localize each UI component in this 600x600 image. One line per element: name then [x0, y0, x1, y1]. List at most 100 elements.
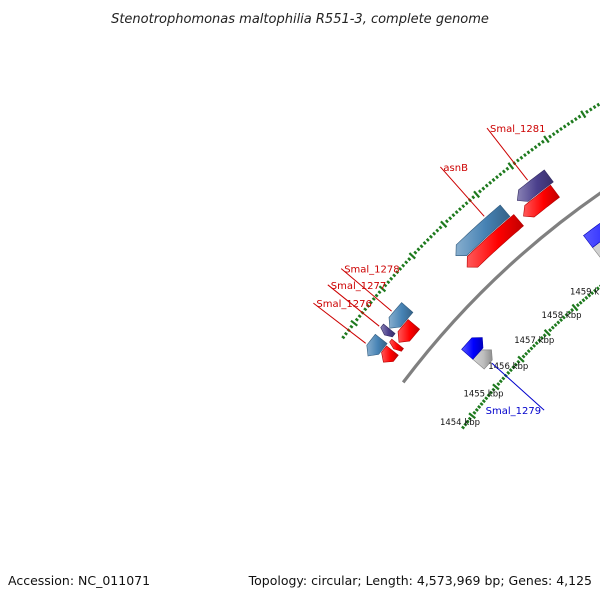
- minor-tick: [566, 122, 571, 126]
- minor-tick: [575, 303, 580, 308]
- minor-tick: [542, 333, 547, 338]
- major-tick: [408, 252, 416, 260]
- minor-tick: [529, 346, 534, 351]
- gene-label[interactable]: Smal_1276: [316, 299, 371, 310]
- minor-tick: [464, 201, 469, 206]
- minor-tick: [584, 295, 589, 300]
- feature-reverse-cds[interactable]: [523, 184, 560, 218]
- minor-tick: [578, 300, 583, 305]
- minor-tick: [530, 147, 534, 152]
- minor-tick: [444, 219, 449, 224]
- kbp-label: 1456 kbp: [488, 362, 528, 372]
- minor-tick: [371, 297, 376, 301]
- minor-tick: [526, 150, 531, 155]
- minor-tick: [498, 379, 503, 384]
- major-tick: [580, 110, 587, 119]
- major-tick: [350, 319, 358, 327]
- minor-tick: [491, 177, 496, 182]
- gene-label[interactable]: Smal_1279: [486, 406, 541, 417]
- minor-tick: [472, 410, 477, 415]
- minor-tick: [551, 132, 556, 137]
- minor-tick: [553, 323, 558, 328]
- backbone-arc: [401, 191, 600, 384]
- feature-reverse-cds[interactable]: [397, 319, 421, 343]
- feature-forward-rna[interactable]: [592, 195, 600, 260]
- minor-tick: [374, 293, 379, 298]
- minor-tick: [513, 362, 518, 367]
- feature-reverse-cds[interactable]: [381, 345, 399, 363]
- minor-tick: [357, 314, 362, 319]
- minor-tick: [484, 183, 489, 188]
- minor-tick: [534, 341, 539, 346]
- minor-tick: [585, 109, 589, 114]
- gene-label-leader: [491, 362, 545, 411]
- minor-tick: [425, 237, 430, 242]
- minor-tick: [532, 343, 537, 348]
- minor-tick: [477, 404, 482, 409]
- feature-reverse-alt[interactable]: [380, 323, 396, 338]
- kbp-label: 1459 kbp: [570, 288, 600, 298]
- major-tick: [517, 355, 525, 363]
- feature-reverse-alt2[interactable]: [388, 302, 414, 329]
- minor-tick: [523, 153, 527, 158]
- feature-forward-cds[interactable]: [461, 337, 484, 360]
- minor-tick: [540, 139, 545, 144]
- feature-reverse-cds[interactable]: [466, 214, 524, 268]
- feature-reverse-alt2[interactable]: [455, 204, 511, 256]
- feature-forward-cds[interactable]: [583, 182, 600, 248]
- minor-tick: [592, 105, 597, 110]
- minor-tick: [588, 107, 593, 112]
- minor-tick: [454, 210, 459, 215]
- gene-label[interactable]: Smal_1278: [344, 265, 399, 276]
- gene-label-leader: [486, 127, 528, 181]
- minor-tick: [508, 368, 513, 373]
- major-tick: [473, 190, 481, 199]
- kbp-label: 1458 kbp: [542, 311, 582, 321]
- minor-tick: [448, 216, 453, 221]
- minor-tick: [465, 419, 470, 424]
- minor-tick: [505, 166, 510, 171]
- minor-tick: [548, 328, 553, 333]
- minor-tick: [416, 247, 421, 252]
- minor-tick: [521, 354, 526, 359]
- minor-tick: [596, 102, 600, 107]
- minor-tick: [506, 370, 511, 375]
- minor-tick: [515, 158, 520, 163]
- gene-label[interactable]: Smal_1281: [490, 124, 545, 135]
- gene-label[interactable]: Smal_1277: [331, 281, 386, 292]
- major-tick: [378, 285, 387, 293]
- feature-tracks: [366, 169, 600, 370]
- minor-tick: [354, 317, 359, 322]
- minor-tick: [377, 290, 382, 295]
- minor-tick: [389, 276, 394, 281]
- major-tick: [492, 383, 500, 391]
- minor-tick: [519, 155, 524, 160]
- feature-reverse-cds[interactable]: [389, 338, 404, 352]
- gene-labels: Smal_1276 Smal_1277 Smal_1278 Smal_1279 asnB…: [313, 124, 545, 417]
- feature-reverse-alt[interactable]: [516, 169, 554, 202]
- minor-tick: [432, 231, 437, 236]
- kbp-label: 1454 kbp: [440, 418, 480, 428]
- minor-tick: [590, 291, 595, 296]
- minor-tick: [419, 244, 424, 249]
- minor-tick: [550, 325, 555, 330]
- minor-tick: [438, 225, 443, 230]
- minor-tick: [491, 387, 496, 392]
- minor-tick: [428, 234, 433, 239]
- minor-tick: [461, 204, 466, 209]
- minor-tick: [471, 195, 476, 200]
- major-tick: [468, 412, 476, 420]
- feature-reverse-alt2[interactable]: [366, 333, 388, 357]
- accession-label: Accession: NC_011071: [8, 573, 151, 588]
- minor-tick: [401, 263, 406, 268]
- kbp-label: 1457 kbp: [514, 336, 554, 346]
- minor-tick: [561, 315, 566, 320]
- minor-tick: [593, 288, 597, 293]
- gene-label-leader: [440, 166, 485, 217]
- minor-tick: [477, 189, 482, 194]
- minor-tick: [392, 273, 397, 278]
- minor-tick: [484, 396, 489, 401]
- minor-tick: [395, 270, 400, 275]
- gene-label[interactable]: asnB: [443, 163, 468, 174]
- minor-tick: [524, 351, 529, 356]
